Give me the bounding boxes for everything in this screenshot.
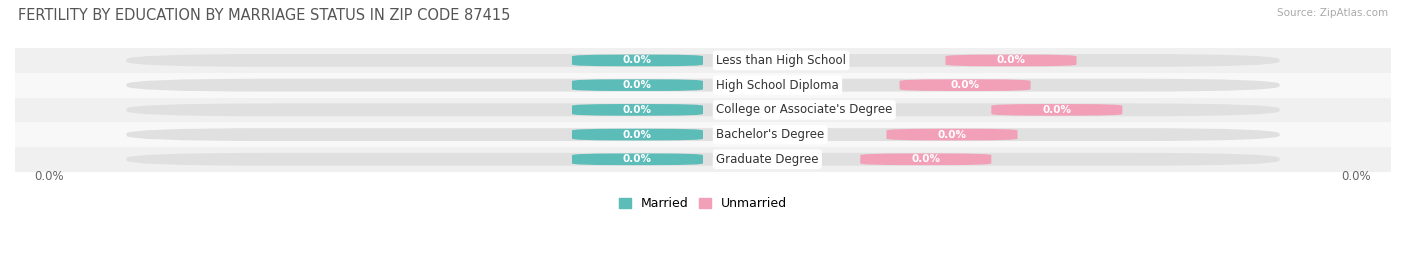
- Bar: [15, 147, 1391, 172]
- Text: 0.0%: 0.0%: [1341, 169, 1371, 183]
- FancyBboxPatch shape: [127, 128, 1279, 141]
- Text: Source: ZipAtlas.com: Source: ZipAtlas.com: [1277, 8, 1388, 18]
- FancyBboxPatch shape: [900, 79, 1031, 91]
- Text: 0.0%: 0.0%: [950, 80, 980, 90]
- FancyBboxPatch shape: [945, 55, 1077, 66]
- FancyBboxPatch shape: [572, 104, 703, 116]
- FancyBboxPatch shape: [127, 104, 1279, 116]
- FancyBboxPatch shape: [127, 54, 1279, 67]
- Text: High School Diploma: High School Diploma: [716, 79, 839, 92]
- Legend: Married, Unmarried: Married, Unmarried: [613, 192, 793, 215]
- Text: 0.0%: 0.0%: [938, 130, 966, 140]
- FancyBboxPatch shape: [572, 79, 703, 91]
- FancyBboxPatch shape: [991, 104, 1122, 116]
- FancyBboxPatch shape: [860, 154, 991, 165]
- Text: Less than High School: Less than High School: [716, 54, 846, 67]
- Text: FERTILITY BY EDUCATION BY MARRIAGE STATUS IN ZIP CODE 87415: FERTILITY BY EDUCATION BY MARRIAGE STATU…: [18, 8, 510, 23]
- Text: 0.0%: 0.0%: [623, 105, 652, 115]
- Bar: [15, 73, 1391, 97]
- FancyBboxPatch shape: [886, 129, 1018, 140]
- Text: 0.0%: 0.0%: [623, 55, 652, 65]
- Text: 0.0%: 0.0%: [623, 154, 652, 164]
- FancyBboxPatch shape: [127, 79, 1279, 91]
- Text: 0.0%: 0.0%: [997, 55, 1025, 65]
- Text: Graduate Degree: Graduate Degree: [716, 153, 818, 166]
- Bar: [15, 97, 1391, 122]
- Text: 0.0%: 0.0%: [623, 130, 652, 140]
- FancyBboxPatch shape: [127, 153, 1279, 166]
- Text: 0.0%: 0.0%: [35, 169, 65, 183]
- Text: 0.0%: 0.0%: [1042, 105, 1071, 115]
- Text: 0.0%: 0.0%: [911, 154, 941, 164]
- Text: 0.0%: 0.0%: [623, 80, 652, 90]
- Bar: [15, 122, 1391, 147]
- Text: Bachelor's Degree: Bachelor's Degree: [716, 128, 824, 141]
- FancyBboxPatch shape: [572, 55, 703, 66]
- FancyBboxPatch shape: [572, 154, 703, 165]
- Bar: [15, 48, 1391, 73]
- FancyBboxPatch shape: [572, 129, 703, 140]
- Text: College or Associate's Degree: College or Associate's Degree: [716, 103, 893, 116]
